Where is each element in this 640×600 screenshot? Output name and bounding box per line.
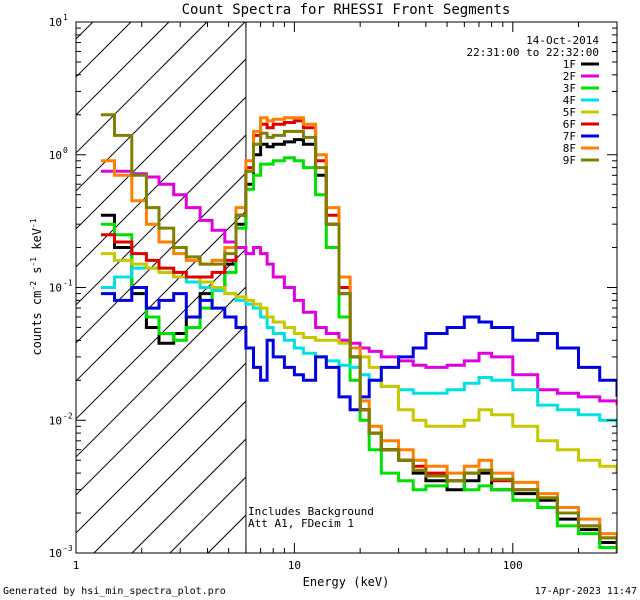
y-tick-exponent: -3 [63, 544, 73, 553]
y-tick-label: 10 [49, 414, 62, 427]
y-tick-label: 10 [49, 16, 62, 29]
hatch-line [75, 21, 94, 40]
hatch-line [75, 96, 247, 268]
hatch-line [75, 286, 247, 458]
y-label-exp: -1 [29, 257, 38, 267]
series-3F-line [100, 156, 617, 553]
spectra-series [100, 113, 617, 553]
y-tick-exponent: -1 [63, 279, 73, 288]
legend-label-3F: 3F [563, 82, 576, 95]
hatch-line [75, 21, 132, 78]
series-9F-line [100, 113, 617, 548]
generated-by-footer: Generated by hsi_min_spectra_plot.pro [3, 586, 226, 597]
legend-label-8F: 8F [563, 142, 576, 155]
legend-label-1F: 1F [563, 58, 576, 71]
y-tick-label: 10 [49, 149, 62, 162]
x-tick-label: 100 [503, 559, 523, 572]
y-tick-exponent: -2 [63, 411, 73, 420]
x-tick-label: 10 [288, 559, 301, 572]
hatch-line [207, 514, 247, 554]
timestamp-footer: 17-Apr-2023 11:47 [535, 586, 637, 597]
x-axis-label: Energy (keV) [303, 575, 390, 589]
x-axis-ticks: 1 10 100 [73, 22, 618, 572]
legend-label-7F: 7F [563, 130, 576, 143]
hatch-line [75, 362, 247, 534]
annotation-background: Includes Background [248, 505, 374, 518]
hatch-line [75, 21, 170, 116]
series-8F-line [100, 116, 617, 543]
legend-label-6F: 6F [563, 118, 576, 131]
hatch-line [93, 400, 247, 554]
hatch-line [75, 172, 247, 344]
hatch-line [75, 21, 208, 154]
y-label-part: s [30, 267, 44, 281]
x-tick-label: 1 [73, 559, 80, 572]
legend-label-4F: 4F [563, 94, 576, 107]
hatch-line [75, 324, 247, 496]
hatch-line [75, 58, 247, 230]
observation-time-range: 22:31:00 to 22:32:00 [467, 46, 599, 59]
legend-label-5F: 5F [563, 106, 576, 119]
hatch-line [131, 438, 247, 554]
y-tick-label: 10 [49, 547, 62, 560]
hatch-line [75, 21, 246, 192]
y-tick-exponent: 0 [63, 146, 68, 155]
y-label-exp: -2 [29, 281, 38, 291]
y-tick-exponent: 1 [63, 13, 68, 22]
y-tick-label: 10 [49, 282, 62, 295]
series-7F-line [100, 286, 617, 412]
legend-label-2F: 2F [563, 70, 576, 83]
series-2F-line [100, 169, 617, 406]
hatch-line [75, 210, 247, 382]
hatch-line [75, 134, 247, 306]
annotation-attenuator: Att A1, FDecim 1 [248, 517, 354, 530]
hatch-line [169, 476, 247, 554]
y-label-part: counts cm [30, 291, 44, 356]
observation-date: 14-Oct-2014 [526, 34, 599, 47]
y-label-part: keV [30, 228, 44, 257]
chart-title: Count Spectra for RHESSI Front Segments [182, 2, 511, 18]
y-label-exp: -1 [29, 218, 38, 228]
y-axis-label: counts cm-2 s-1 keV-1 [29, 218, 44, 355]
excluded-energy-hatch [75, 21, 247, 554]
legend-label-9F: 9F [563, 154, 576, 167]
